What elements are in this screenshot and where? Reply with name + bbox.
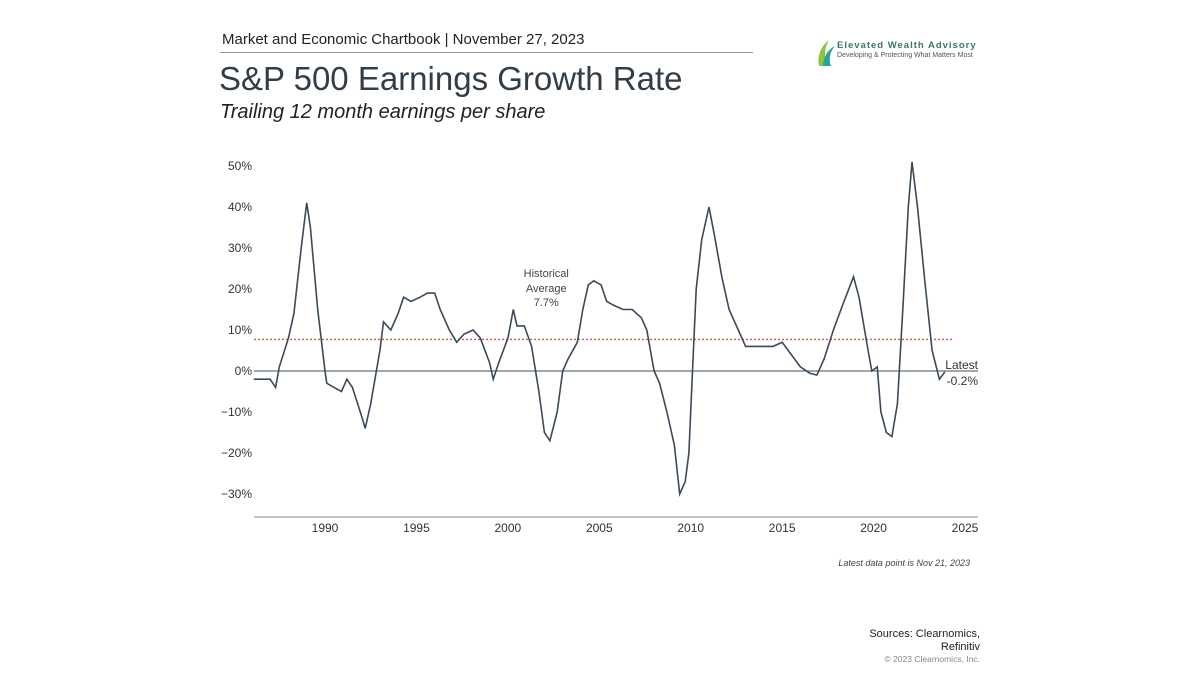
x-tick-label: 2005: [586, 521, 613, 535]
chart-subtitle: Trailing 12 month earnings per share: [220, 101, 546, 123]
x-tick-label: 1990: [312, 521, 339, 535]
historical-average-label: Historical: [524, 268, 569, 280]
x-tick-label: 2015: [769, 521, 796, 535]
y-tick-label: −10%: [221, 405, 252, 419]
chartbook-header: Market and Economic Chartbook | November…: [222, 31, 585, 48]
logo-name: Elevated Wealth Advisory: [837, 40, 977, 51]
y-tick-label: 0%: [235, 364, 253, 378]
x-tick-label: 2025: [952, 521, 979, 535]
y-tick-label: 20%: [228, 282, 252, 296]
x-tick-label: 2000: [495, 521, 522, 535]
sources-line: Refinitiv: [940, 641, 980, 653]
logo-leaf-icon: [818, 40, 835, 66]
latest-data-note: Latest data point is Nov 21, 2023: [838, 558, 970, 568]
y-tick-label: −30%: [221, 487, 252, 501]
x-axis: 1990 1995 2000 2005 2010 2015 2020 2025: [254, 516, 979, 535]
sources: Sources: Clearnomics, Refinitiv: [820, 628, 980, 654]
y-tick-label: 40%: [228, 200, 252, 214]
historical-average-label: Average: [526, 283, 567, 295]
y-axis: 50% 40% 30% 20% 10% 0% −10% −20% −30%: [221, 159, 252, 501]
y-tick-label: −20%: [221, 446, 252, 460]
header-divider: [220, 52, 753, 53]
y-tick-label: 50%: [228, 159, 252, 173]
logo-tagline: Developing & Protecting What Matters Mos…: [837, 52, 973, 59]
chart-title: S&P 500 Earnings Growth Rate: [219, 60, 683, 97]
sources-line: Sources: Clearnomics,: [869, 628, 980, 640]
x-tick-label: 1995: [403, 521, 430, 535]
y-tick-label: 10%: [228, 323, 252, 337]
historical-average-value: 7.7%: [534, 297, 559, 309]
series-line: [253, 161, 946, 498]
copyright: © 2023 Clearnomics, Inc.: [884, 654, 980, 664]
x-tick-label: 2020: [860, 521, 887, 535]
x-tick-label: 2010: [677, 521, 704, 535]
latest-label: Latest: [945, 358, 978, 372]
latest-value: -0.2%: [947, 374, 979, 388]
y-tick-label: 30%: [228, 241, 252, 255]
